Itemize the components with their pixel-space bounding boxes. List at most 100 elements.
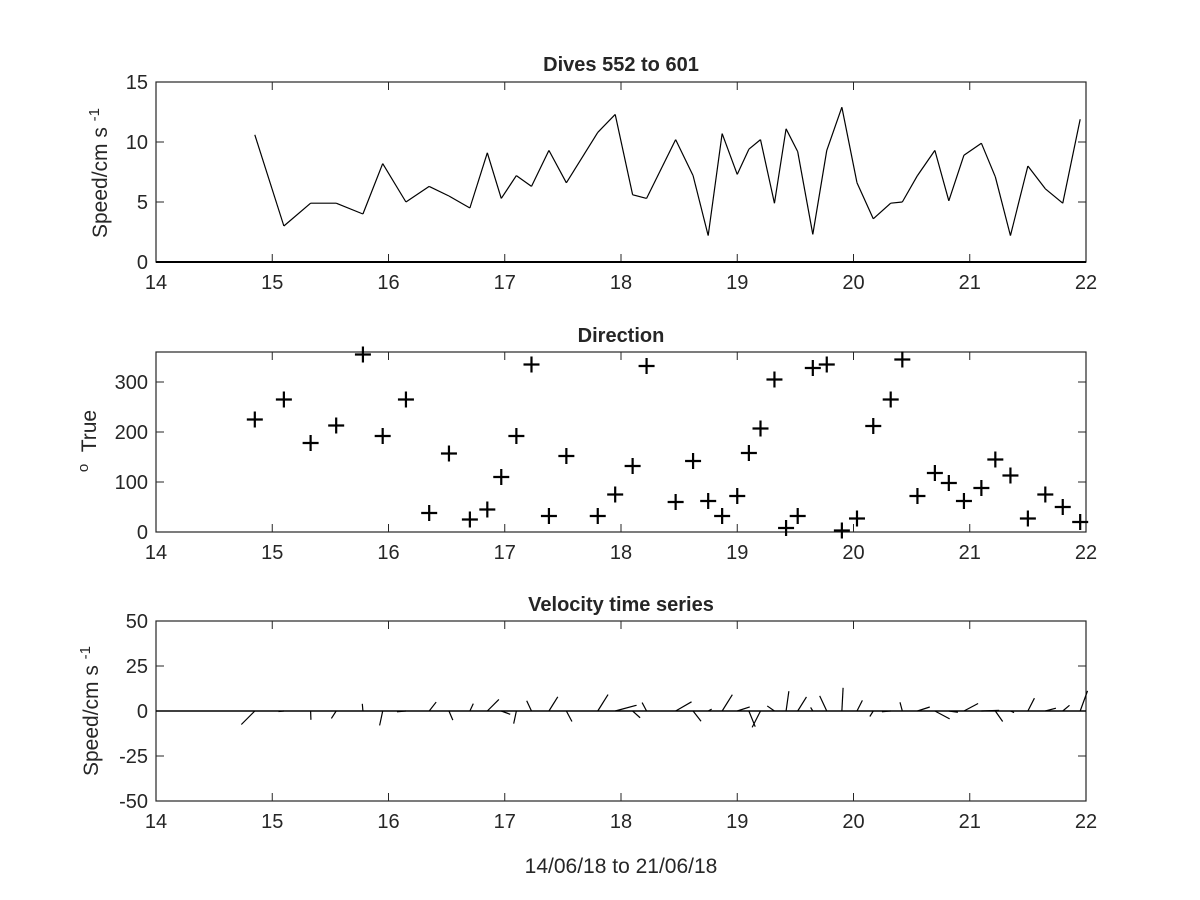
speed-y-tick-label: 10 xyxy=(126,132,148,154)
velocity-vector xyxy=(1045,707,1057,712)
direction-x-tick-label: 19 xyxy=(726,542,748,564)
speed-line-segment xyxy=(530,150,550,187)
direction-marker xyxy=(685,453,702,469)
direction-marker xyxy=(397,391,414,408)
velocity-vector xyxy=(597,694,609,712)
velocity-axis-title-superscript: -1 xyxy=(77,646,94,659)
direction-x-tick-label: 17 xyxy=(494,542,516,564)
velocity-vector xyxy=(379,710,384,726)
speed-line-segment xyxy=(963,142,982,156)
velocity-vector xyxy=(692,710,702,722)
direction-marker xyxy=(882,391,899,408)
velocity-vector xyxy=(361,703,364,712)
direction-marker xyxy=(1054,499,1071,515)
direction-marker xyxy=(246,411,263,428)
direction-marker xyxy=(909,488,926,504)
direction-marker xyxy=(493,469,510,485)
velocity-panel: Velocity time series Speed/cm s -1 14/06… xyxy=(77,594,1097,878)
velocity-y-tick-label: 50 xyxy=(126,611,148,633)
velocity-vector xyxy=(548,696,559,712)
velocity-vector xyxy=(856,700,863,712)
speed-line-segment xyxy=(448,195,471,209)
velocity-vector xyxy=(766,705,775,712)
direction-panel-title: Direction xyxy=(578,325,665,347)
direction-marker xyxy=(421,505,438,521)
velocity-vector xyxy=(632,710,641,719)
direction-marker xyxy=(894,351,911,368)
velocity-x-tick-label: 14 xyxy=(145,811,167,833)
speed-line-segment xyxy=(362,163,384,215)
speed-line-segment xyxy=(1044,188,1064,204)
direction-marker xyxy=(354,346,371,363)
velocity-vector xyxy=(396,710,406,713)
velocity-x-tick-label: 22 xyxy=(1075,811,1097,833)
velocity-vector xyxy=(963,702,979,712)
velocity-vector xyxy=(899,702,903,712)
direction-marker xyxy=(714,508,731,524)
direction-marker xyxy=(987,451,1004,468)
velocity-vector xyxy=(330,710,337,719)
velocity-vector xyxy=(1062,704,1070,712)
speed-line-segment xyxy=(948,155,965,201)
velocity-vector xyxy=(810,707,814,712)
speed-line-segment xyxy=(841,107,858,183)
direction-marker xyxy=(589,508,606,524)
direction-y-tick-label: 100 xyxy=(115,472,148,494)
speed-line-segment xyxy=(721,133,738,175)
velocity-vector xyxy=(841,687,844,712)
velocity-vector xyxy=(751,710,762,728)
velocity-vector xyxy=(737,706,750,712)
speed-line-segment xyxy=(1027,165,1046,190)
velocity-vector xyxy=(1079,690,1089,712)
velocity-vector xyxy=(501,710,511,715)
direction-x-tick-label: 21 xyxy=(959,542,981,564)
velocity-x-tick-label: 17 xyxy=(494,811,516,833)
speed-line-segment xyxy=(980,142,996,178)
velocity-x-tick-label: 15 xyxy=(261,811,283,833)
velocity-vector xyxy=(675,701,692,712)
direction-marker xyxy=(955,493,972,509)
speed-line-segment xyxy=(1009,165,1029,236)
direction-marker xyxy=(752,420,769,437)
speed-line-segment xyxy=(934,150,950,201)
velocity-vector xyxy=(1027,697,1035,712)
velocity-x-tick-label: 18 xyxy=(610,811,632,833)
speed-axis-title: Speed/cm s -1 xyxy=(86,108,112,238)
speed-line-segment xyxy=(890,201,903,204)
direction-marker xyxy=(275,391,292,408)
direction-marker xyxy=(940,475,957,491)
speed-line-segment xyxy=(597,113,616,133)
velocity-vector xyxy=(721,694,733,712)
velocity-vector xyxy=(565,710,573,722)
direction-marker xyxy=(508,428,525,444)
speed-line-segment xyxy=(565,132,599,184)
direction-x-tick-label: 22 xyxy=(1075,542,1097,564)
speed-line-segment xyxy=(785,128,799,152)
velocity-axis-title-text: Speed/cm s xyxy=(80,665,103,776)
velocity-y-tick-label: -50 xyxy=(119,791,148,813)
direction-marker xyxy=(833,522,850,539)
speed-x-tick-label: 19 xyxy=(726,272,748,294)
velocity-vector xyxy=(881,710,891,713)
direction-marker xyxy=(540,508,557,524)
speed-line-segment xyxy=(901,175,918,203)
direction-marker xyxy=(1019,510,1036,527)
direction-y-tick-label: 300 xyxy=(115,372,148,394)
speed-y-tick-label: 0 xyxy=(137,252,148,274)
direction-marker xyxy=(328,417,345,434)
velocity-vector xyxy=(981,709,1000,712)
speed-y-tick-label: 15 xyxy=(126,72,148,94)
direction-axis-title: o True xyxy=(75,410,101,472)
speed-line-segment xyxy=(994,176,1012,236)
direction-axis-title-text: True xyxy=(78,410,101,452)
direction-marker xyxy=(804,360,821,376)
velocity-x-tick-label: 20 xyxy=(842,811,864,833)
speed-line-segment xyxy=(254,134,285,227)
svg-text:Speed/cm s -1: Speed/cm s -1 xyxy=(77,646,103,776)
speed-x-tick-label: 22 xyxy=(1075,272,1097,294)
velocity-vector xyxy=(869,710,874,717)
speed-axis-title-superscript: -1 xyxy=(86,108,103,121)
speed-line-segment xyxy=(614,114,634,195)
velocity-y-tick-label: -25 xyxy=(119,746,148,768)
